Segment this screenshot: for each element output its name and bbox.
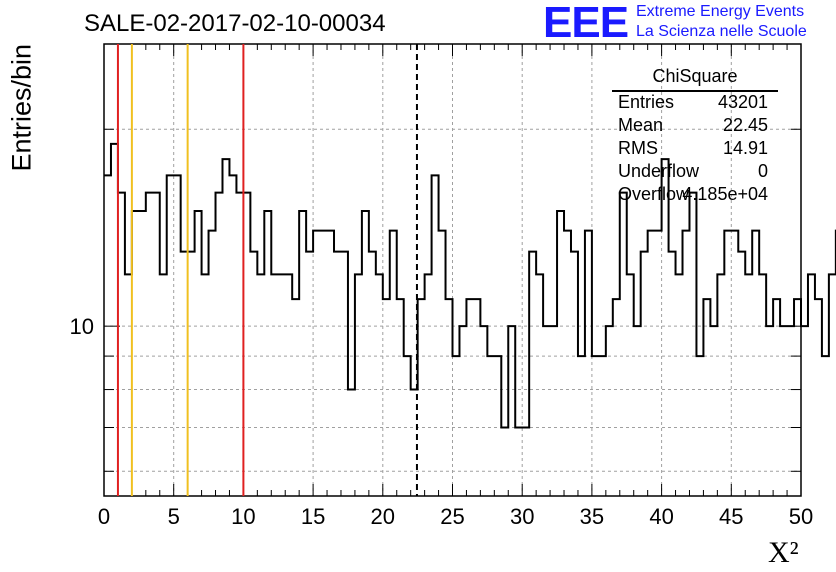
stats-key: Entries bbox=[618, 92, 675, 112]
x-tick-label: 20 bbox=[371, 504, 395, 529]
x-tick-label: 10 bbox=[231, 504, 255, 529]
stats-value: 4.185e+04 bbox=[682, 184, 768, 204]
stats-key: RMS bbox=[618, 138, 658, 158]
chart-title: SALE-02-2017-02-10-00034 bbox=[84, 10, 386, 37]
stats-row-overflow: Overflow 4.185e+04 bbox=[612, 184, 778, 207]
x-tick-label: 5 bbox=[168, 504, 180, 529]
stats-value: 22.45 bbox=[722, 115, 768, 135]
eee-logo-line1: Extreme Energy Events bbox=[636, 3, 805, 20]
eee-logo: EEE bbox=[543, 0, 629, 47]
stats-key: Underflow bbox=[618, 161, 700, 181]
x-axis-label: X² bbox=[768, 536, 799, 569]
x-tick-label: 15 bbox=[301, 504, 325, 529]
x-tick-label: 25 bbox=[440, 504, 464, 529]
x-tick-label: 45 bbox=[719, 504, 743, 529]
stats-value: 14.91 bbox=[722, 138, 768, 158]
stats-value: 0 bbox=[757, 161, 768, 181]
y-tick-label: 10 bbox=[70, 314, 94, 339]
stats-title: ChiSquare bbox=[612, 66, 778, 92]
stats-row-underflow: Underflow 0 bbox=[612, 161, 778, 184]
stats-value: 43201 bbox=[717, 92, 768, 112]
histogram-series bbox=[104, 142, 836, 429]
x-tick-label: 0 bbox=[98, 504, 110, 529]
x-tick-label: 30 bbox=[510, 504, 534, 529]
x-tick-label: 35 bbox=[580, 504, 604, 529]
stats-box: ChiSquare Entries 43201 Mean 22.45 RMS 1… bbox=[612, 66, 778, 207]
y-axis-label: Entries/bin bbox=[6, 43, 37, 172]
stats-key: Overflow bbox=[618, 184, 690, 204]
stats-row-entries: Entries 43201 bbox=[612, 92, 778, 115]
eee-logo-line2: La Scienza nelle Scuole bbox=[636, 23, 807, 40]
x-tick-label: 50 bbox=[789, 504, 813, 529]
stats-row-rms: RMS 14.91 bbox=[612, 138, 778, 161]
stats-key: Mean bbox=[618, 115, 664, 135]
stats-row-mean: Mean 22.45 bbox=[612, 115, 778, 138]
x-tick-label: 40 bbox=[649, 504, 673, 529]
